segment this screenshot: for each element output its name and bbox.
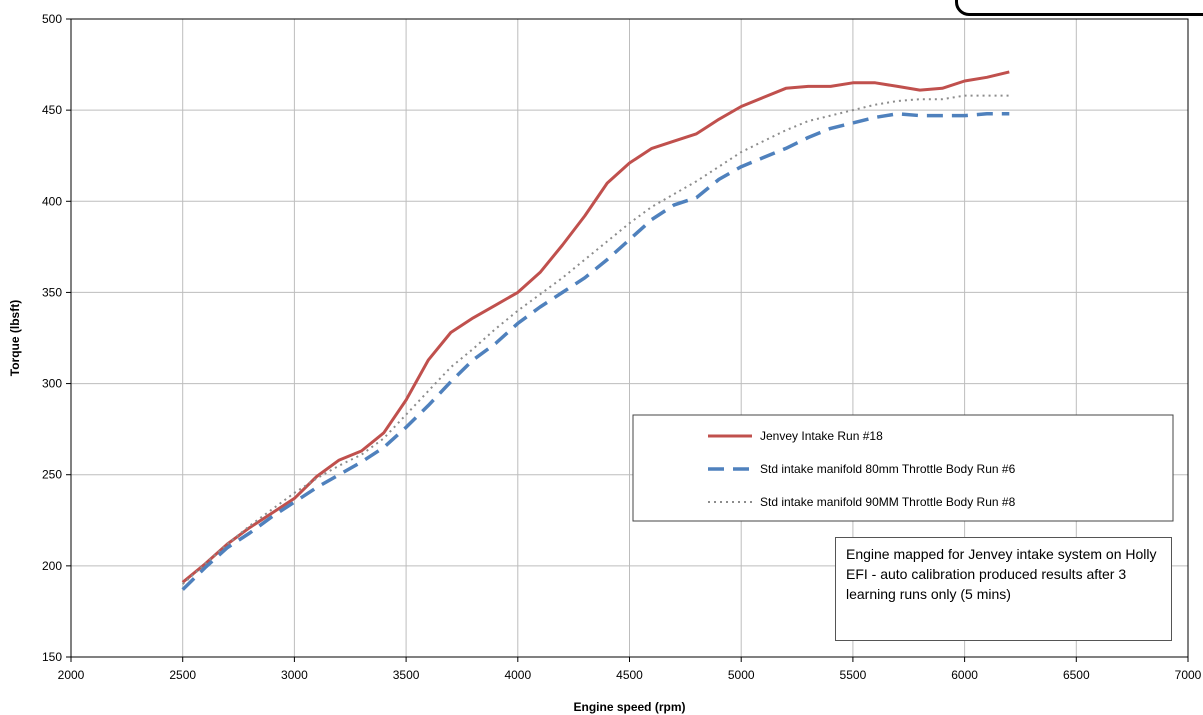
y-tick-label: 450 — [42, 103, 62, 117]
y-tick-label: 400 — [42, 194, 62, 208]
x-tick-label: 2500 — [169, 668, 196, 682]
x-tick-label: 2000 — [58, 668, 85, 682]
y-tick-label: 150 — [42, 650, 62, 664]
series-line-2 — [181, 112, 1010, 591]
series-lines — [181, 70, 1010, 591]
legend-label-1: Jenvey Intake Run #18 — [760, 429, 883, 443]
y-tick-label: 350 — [42, 285, 62, 299]
x-axis-ticks: 2000 2500 3000 3500 4000 4500 5000 5500 6000 6500… — [58, 657, 1202, 682]
x-tick-label: 3500 — [393, 668, 420, 682]
x-tick-label: 5500 — [840, 668, 867, 682]
x-tick-label: 7000 — [1175, 668, 1202, 682]
series-line-1 — [181, 70, 1010, 584]
y-tick-label: 300 — [42, 377, 62, 391]
legend-label-3: Std intake manifold 90MM Throttle Body R… — [760, 495, 1016, 509]
legend: Jenvey Intake Run #18 Std intake manifold… — [632, 414, 1174, 522]
x-tick-label: 6500 — [1063, 668, 1090, 682]
legend-items: Jenvey Intake Run #18 Std intake manifold… — [708, 429, 1016, 509]
x-tick-label: 5000 — [728, 668, 755, 682]
x-axis-title: Engine speed (rpm) — [573, 700, 685, 714]
annotation-note: Engine mapped for Jenvey intake system o… — [835, 537, 1172, 641]
y-tick-label: 200 — [42, 559, 62, 573]
corner-decoration — [955, 0, 1203, 16]
y-tick-label: 250 — [42, 468, 62, 482]
y-axis-ticks: 150 200 250 300 350 400 450 500 — [42, 12, 71, 664]
y-axis-title: Torque (lbsft) — [8, 300, 22, 376]
x-tick-label: 6000 — [951, 668, 978, 682]
y-tick-label: 500 — [42, 12, 62, 26]
x-tick-label: 4000 — [504, 668, 531, 682]
series-line-3 — [182, 94, 1010, 585]
legend-label-2: Std intake manifold 80mm Throttle Body R… — [760, 462, 1016, 476]
x-tick-label: 4500 — [616, 668, 643, 682]
x-tick-label: 3000 — [281, 668, 308, 682]
